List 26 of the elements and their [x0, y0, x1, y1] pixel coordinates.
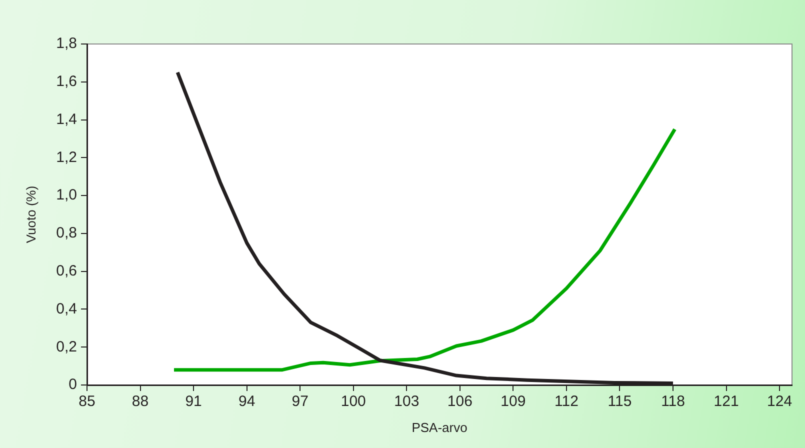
y-tick-label: 1,8 [56, 35, 77, 52]
y-tick-label: 0 [68, 376, 77, 394]
x-tick-label: 115 [608, 393, 632, 410]
y-tick-label: 1,2 [56, 148, 77, 166]
y-tick-label: 1,6 [56, 73, 77, 90]
x-tick-label: 91 [185, 393, 202, 410]
x-tick-label: 112 [554, 393, 578, 410]
x-axis-title: PSA-arvo [412, 420, 468, 435]
x-tick-label: 106 [447, 393, 472, 410]
y-axis-title: Vuoto (%) [23, 186, 38, 244]
x-tick-label: 100 [340, 393, 366, 410]
x-tick-label: 124 [767, 393, 792, 410]
y-tick-label: 0,4 [56, 300, 77, 318]
x-tick-label: 121 [714, 393, 739, 410]
y-tick-label: 1,4 [56, 110, 77, 128]
x-tick-label: 118 [661, 393, 685, 410]
x-tick-label: 88 [132, 393, 149, 410]
x-tick-label: 103 [394, 393, 420, 410]
y-tick-label: 0,8 [56, 224, 77, 242]
x-tick-label: 97 [292, 393, 308, 410]
x-tick-label: 109 [500, 393, 526, 410]
x-tick-label: 85 [78, 393, 96, 410]
y-tick-label: 0,2 [56, 338, 77, 356]
y-tick-label: 0,6 [56, 262, 77, 280]
x-tick-label: 94 [238, 393, 256, 410]
y-tick-label: 1,0 [56, 186, 77, 204]
